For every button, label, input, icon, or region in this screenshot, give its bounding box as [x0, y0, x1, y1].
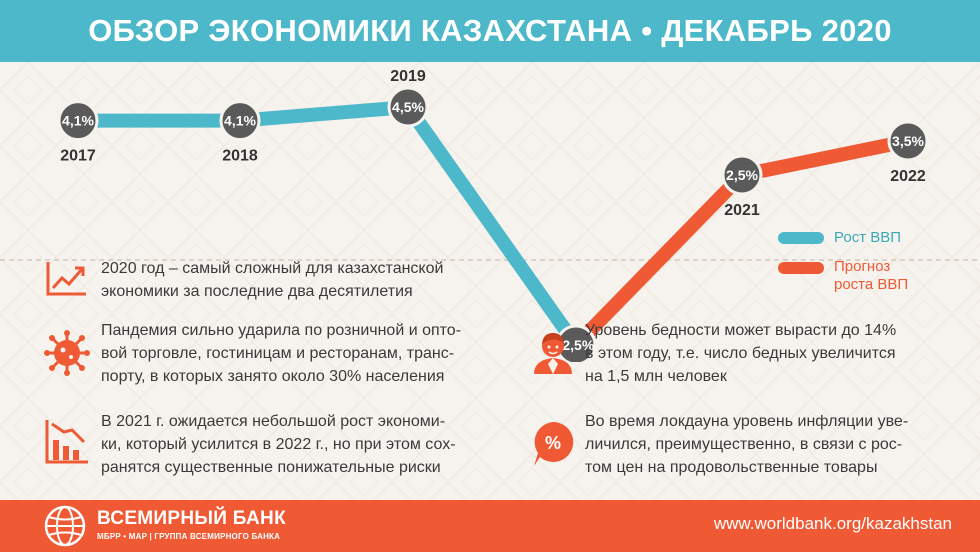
legend-swatch-forecast: [778, 262, 824, 274]
x-tick-label: 2017: [60, 148, 96, 165]
block-outlook: В 2021 г. ожидается небольшой рост эконо…: [101, 410, 456, 479]
block-line: экономики за последние два десятилетия: [101, 283, 413, 300]
page-title: ОБЗОР ЭКОНОМИКИ КАЗАХСТАНА • ДЕКАБРЬ 202…: [88, 13, 892, 48]
block-line: том цен на продовольственные товары: [585, 459, 878, 476]
block-line: Пандемия сильно ударила по розничной и о…: [101, 322, 462, 339]
person-icon: [534, 333, 572, 374]
block-line: вой торговле, гостиницам и ресторанам, т…: [101, 345, 455, 362]
website-link[interactable]: www.worldbank.org/kazakhstan: [713, 514, 952, 533]
logo-name: ВСЕМИРНЫЙ БАНК: [97, 508, 286, 529]
data-label: 4,1%: [62, 113, 94, 129]
block-line: В 2021 г. ожидается небольшой рост эконо…: [101, 413, 446, 430]
data-label: 3,5%: [892, 133, 924, 149]
block-line: ранятся существенные понижательные риски: [101, 459, 441, 476]
data-point: [721, 154, 763, 196]
legend-swatch-growth: [778, 232, 824, 244]
block-line: ки, который усилится в 2022 г., но при э…: [101, 436, 456, 453]
header-bar: ОБЗОР ЭКОНОМИКИ КАЗАХСТАНА • ДЕКАБРЬ 202…: [0, 0, 980, 62]
block-inflation: Во время локдауна уровень инфляции уве- …: [585, 410, 908, 479]
block-pandemic: Пандемия сильно ударила по розничной и о…: [101, 319, 461, 388]
data-label: 4,1%: [224, 113, 256, 129]
block-poverty: Уровень бедности может вырасти до 14% в …: [585, 319, 896, 388]
footer-bar: [0, 500, 980, 552]
block-line: порту, в которых занято около 30% населе…: [101, 368, 445, 385]
data-label: 2,5%: [726, 167, 758, 183]
block-line: 2020 год – самый сложный для казахстанск…: [101, 260, 444, 277]
block-line: Во время локдауна уровень инфляции уве-: [585, 413, 909, 430]
trend-chart-icon: [46, 262, 86, 296]
logo-subtitle: МБРР • МАР | ГРУППА ВСЕМИРНОГО БАНКА: [97, 532, 281, 541]
gdp-line-chart: 4,1%20174,1%20184,5%2019-2,5%20202,5%202…: [0, 68, 980, 362]
bar-chart-icon: [45, 420, 88, 464]
block-line: Уровень бедности может вырасти до 14%: [585, 322, 897, 339]
legend-label-forecast-1: Прогноз: [834, 258, 891, 275]
data-label: 4,5%: [392, 99, 424, 115]
block-line: в этом году, т.е. число бедных увеличитс…: [585, 345, 896, 362]
x-tick-label: 2021: [724, 202, 760, 219]
series-line-growth: [71, 100, 583, 352]
block-line: личился, преимущественно, в связи с рос-: [585, 436, 903, 453]
x-tick-label: 2019: [390, 68, 426, 85]
x-tick-label: 2018: [222, 148, 258, 165]
legend-label-forecast-2: роста ВВП: [834, 276, 909, 293]
block-worst-year: 2020 год – самый сложный для казахстанск…: [101, 257, 443, 303]
background-pattern: [0, 62, 980, 500]
block-line: на 1,5 млн человек: [585, 368, 727, 385]
x-tick-label: 2022: [890, 168, 926, 185]
data-point: [387, 86, 429, 128]
legend-label-growth: Рост ВВП: [834, 229, 902, 246]
data-point: [887, 120, 929, 162]
svg-text:%: %: [545, 433, 561, 453]
virus-icon: [44, 330, 90, 376]
data-label: -2,5%: [558, 337, 595, 353]
data-point: [57, 100, 99, 142]
data-point: [219, 100, 261, 142]
globe-logo-icon: [44, 505, 86, 547]
percent-icon: %: [534, 421, 574, 466]
